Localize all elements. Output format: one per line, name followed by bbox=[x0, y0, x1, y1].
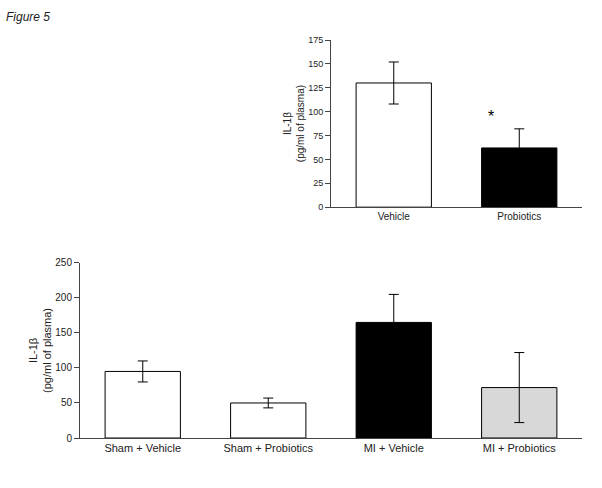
svg-text:MI + Vehicle: MI + Vehicle bbox=[364, 442, 424, 454]
svg-text:25: 25 bbox=[313, 178, 323, 188]
svg-text:100: 100 bbox=[55, 362, 72, 373]
svg-text:0: 0 bbox=[66, 433, 72, 444]
svg-text:Vehicle: Vehicle bbox=[378, 211, 411, 222]
svg-text:150: 150 bbox=[308, 59, 323, 69]
svg-text:200: 200 bbox=[55, 292, 72, 303]
svg-text:IL-1β(pg/ml of plasma): IL-1β(pg/ml of plasma) bbox=[282, 85, 306, 162]
svg-text:50: 50 bbox=[313, 155, 323, 165]
svg-text:150: 150 bbox=[55, 327, 72, 338]
svg-text:250: 250 bbox=[55, 257, 72, 268]
svg-text:Probiotics: Probiotics bbox=[497, 211, 541, 222]
svg-text:*: * bbox=[488, 108, 494, 125]
svg-text:175: 175 bbox=[308, 35, 323, 45]
svg-text:Figure 5: Figure 5 bbox=[6, 10, 50, 24]
svg-text:Sham + Probiotics: Sham + Probiotics bbox=[223, 442, 313, 454]
svg-text:75: 75 bbox=[313, 131, 323, 141]
svg-text:IL-1β(pg/ml of plasma): IL-1β(pg/ml of plasma) bbox=[27, 308, 53, 393]
svg-text:125: 125 bbox=[308, 83, 323, 93]
svg-text:0: 0 bbox=[318, 202, 323, 212]
svg-text:100: 100 bbox=[308, 107, 323, 117]
svg-text:MI + Probiotics: MI + Probiotics bbox=[483, 442, 557, 454]
svg-text:50: 50 bbox=[61, 397, 73, 408]
svg-text:Sham + Vehicle: Sham + Vehicle bbox=[104, 442, 181, 454]
